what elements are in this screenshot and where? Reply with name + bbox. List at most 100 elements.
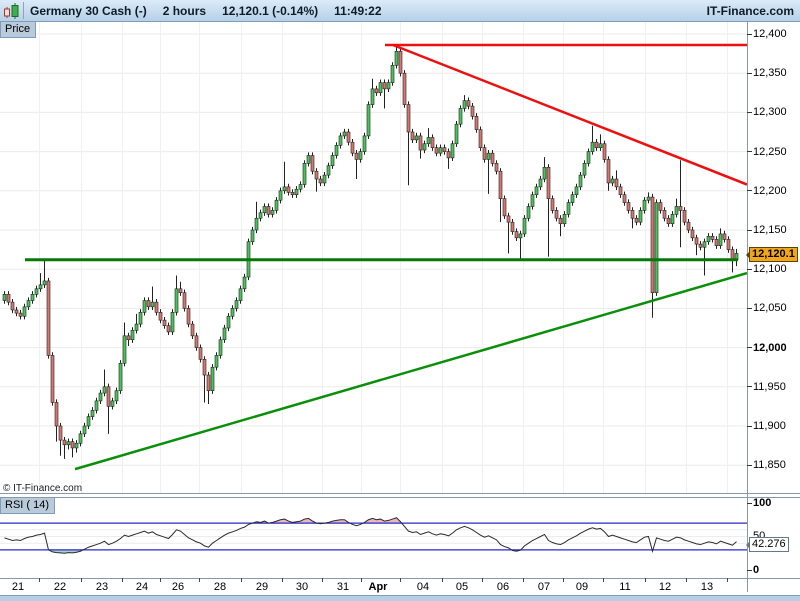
candle-down [350, 141, 355, 154]
price-panel-tab[interactable]: Price [0, 22, 37, 38]
candle-up [426, 137, 431, 145]
price-axis-label: 12,200 [753, 184, 787, 197]
price-tick [747, 151, 752, 153]
candle-down [14, 309, 19, 314]
candle-up [306, 155, 311, 164]
candle-up [170, 312, 175, 333]
candle-up [370, 88, 375, 105]
candle-down [482, 147, 487, 160]
candle-up [122, 335, 127, 364]
candle-up [590, 141, 595, 152]
candle-down [430, 137, 435, 148]
candle-up [274, 199, 279, 211]
candle-down [494, 163, 499, 172]
candle-down [70, 441, 75, 449]
time-axis-label: 28 [213, 581, 227, 593]
candle-down [690, 229, 695, 239]
candle-up [250, 229, 255, 243]
candle-up [534, 186, 539, 196]
price-axis-label: 11,900 [753, 420, 786, 432]
brand-link[interactable]: IT-Finance.com [706, 3, 794, 18]
candle-down [46, 280, 51, 356]
candle-up [458, 108, 463, 125]
time-axis-label: 26 [171, 581, 185, 593]
candle-up [414, 135, 419, 141]
candle-down [374, 88, 379, 94]
candle-up [566, 202, 571, 215]
chart-canvas[interactable] [0, 22, 747, 595]
candle-down [694, 237, 699, 245]
time-axis-tick [727, 578, 728, 582]
candle-down [698, 243, 703, 248]
candle-down [506, 215, 511, 223]
candle-up [646, 196, 651, 201]
candle-up [130, 330, 135, 341]
time-axis-tick [563, 578, 564, 582]
candle-up [90, 410, 95, 417]
rsi-panel-top-border [0, 497, 800, 498]
time-axis-tick [81, 578, 82, 582]
badge-notch [746, 541, 750, 549]
time-axis-label: 22 [53, 581, 67, 593]
candle-down [318, 178, 323, 184]
time-axis-label: 30 [295, 581, 309, 593]
bottom-window-edge [0, 595, 800, 601]
candle-up [330, 155, 335, 167]
time-axis-tick [361, 578, 362, 582]
candle-up [238, 288, 243, 301]
time-axis-tick [400, 578, 401, 582]
candle-up [138, 312, 143, 325]
candle-down [62, 439, 67, 446]
time-axis-tick [199, 578, 200, 582]
price-tick [747, 33, 752, 35]
candle-down [606, 159, 611, 184]
candle-down [630, 210, 635, 219]
candle-up [654, 202, 659, 294]
candle-down [106, 386, 111, 407]
instrument-name: Germany 30 Cash (-) [30, 3, 147, 18]
candle-down [182, 292, 187, 309]
price-tick [747, 386, 752, 388]
candle-up [234, 300, 239, 309]
price-tick [747, 111, 752, 113]
candle-down [686, 221, 691, 231]
time-axis-label: 09 [575, 581, 589, 593]
time-axis-label: 07 [537, 581, 551, 593]
badge-notch [746, 251, 750, 259]
candle-up [454, 123, 459, 145]
time-axis-label: 31 [336, 581, 350, 593]
candle-up [258, 212, 263, 219]
support-ascending[interactable] [74, 271, 747, 471]
candle-up [342, 131, 347, 137]
candle-up [214, 355, 219, 368]
candle-up [294, 188, 299, 196]
time-axis-tick [39, 578, 40, 582]
candle-up [362, 135, 367, 152]
candle-down [650, 196, 655, 294]
candle-up [642, 199, 647, 211]
candle-up [210, 366, 215, 392]
candle-down [602, 143, 607, 160]
candle-up [222, 327, 227, 341]
candle-up [230, 308, 235, 317]
candle-down [594, 141, 599, 148]
resistance-descending[interactable] [392, 43, 747, 186]
candle-down [442, 147, 447, 152]
candle-down [490, 152, 495, 164]
candle-up [538, 178, 543, 188]
candle-down [726, 239, 731, 250]
price-tick [747, 72, 752, 74]
candle-down [58, 425, 63, 441]
candle-down [402, 72, 407, 105]
candle-down [510, 221, 515, 232]
time-axis-tick [160, 578, 161, 582]
candle-down [730, 249, 735, 261]
candle-up [110, 400, 115, 407]
rsi-panel-tab[interactable]: RSI ( 14) [0, 498, 56, 514]
candle-up [78, 433, 83, 444]
candle-up [94, 400, 99, 411]
candle-down [514, 231, 519, 239]
candle-down [666, 217, 671, 225]
time-axis-tick [442, 578, 443, 582]
candle-down [410, 131, 415, 141]
